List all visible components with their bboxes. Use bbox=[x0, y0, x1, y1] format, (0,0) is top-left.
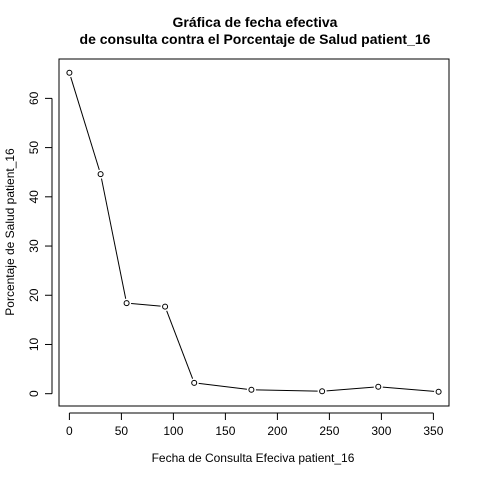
y-tick-label: 0 bbox=[27, 390, 41, 397]
x-axis: 0 50 100 150 200 250 300 350 bbox=[66, 412, 444, 438]
series-segment bbox=[70, 76, 100, 171]
y-tick-label: 30 bbox=[27, 239, 41, 253]
x-tick-label: 100 bbox=[163, 424, 183, 438]
data-point bbox=[66, 69, 73, 76]
y-tick-label: 50 bbox=[27, 141, 41, 155]
data-point bbox=[435, 388, 442, 395]
series-segment bbox=[198, 382, 247, 390]
data-point bbox=[162, 303, 169, 310]
x-tick-label: 50 bbox=[115, 424, 129, 438]
chart-title-line-1: Gráfica de fecha efectiva bbox=[173, 14, 338, 30]
x-tick-label: 300 bbox=[371, 424, 391, 438]
y-tick-label: 40 bbox=[27, 190, 41, 204]
x-tick-label: 200 bbox=[267, 424, 287, 438]
x-tick-label: 150 bbox=[215, 424, 235, 438]
series-segment bbox=[255, 389, 318, 392]
x-tick-label: 250 bbox=[319, 424, 339, 438]
y-tick-label: 20 bbox=[27, 288, 41, 302]
data-point bbox=[248, 386, 255, 393]
data-point bbox=[97, 171, 104, 178]
data-point bbox=[375, 383, 382, 390]
series-segment bbox=[382, 386, 435, 392]
y-axis: 0 10 20 30 40 50 60 bbox=[27, 91, 53, 397]
series-segment bbox=[100, 178, 127, 299]
data-point bbox=[319, 388, 326, 395]
chart-title-line-2: de consulta contra el Porcentaje de Salu… bbox=[80, 31, 431, 47]
x-tick-label: 0 bbox=[66, 424, 73, 438]
y-tick-label: 10 bbox=[27, 337, 41, 351]
data-point bbox=[191, 379, 198, 386]
plot-frame bbox=[58, 58, 450, 407]
x-axis-label: Fecha de Consulta Efeciva patient_16 bbox=[152, 451, 355, 465]
series-segment bbox=[131, 303, 161, 307]
x-tick-label: 350 bbox=[423, 424, 443, 438]
series-segment bbox=[326, 386, 374, 392]
series-segment bbox=[166, 310, 194, 379]
y-tick-label: 60 bbox=[27, 91, 41, 105]
y-axis-label: Porcentaje de Salud patient_16 bbox=[3, 148, 17, 316]
series-layer bbox=[66, 69, 442, 395]
data-point bbox=[123, 300, 130, 307]
